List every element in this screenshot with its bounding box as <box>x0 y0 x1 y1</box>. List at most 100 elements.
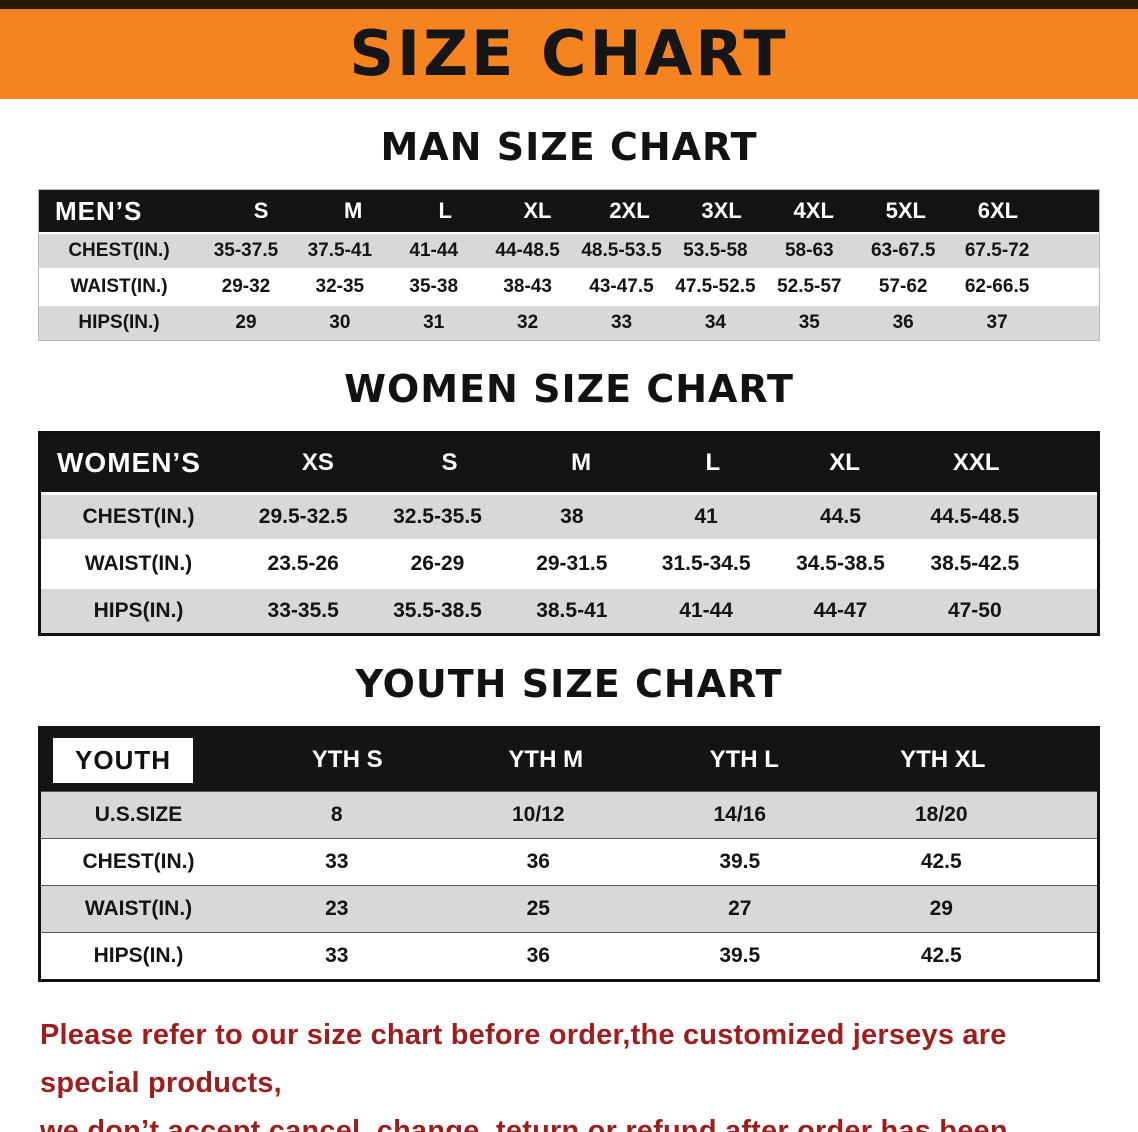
row-label: WAIST(IN.) <box>84 552 193 575</box>
table-title-cell: YOUTH <box>41 737 248 783</box>
size-column-header: S <box>253 198 269 223</box>
size-column-header: 2XL <box>609 198 650 223</box>
size-column-header: YTH L <box>709 746 779 773</box>
size-value-cell: 41 <box>694 505 718 528</box>
size-value-cell: 14/16 <box>713 803 767 826</box>
size-value-cell: 44-48.5 <box>495 240 560 261</box>
row-label: WAIST(IN.) <box>70 276 168 297</box>
size-value-cell: 53.5-58 <box>683 240 748 261</box>
size-value-cell: 26-29 <box>410 552 465 575</box>
table-row: CHEST(IN.) 29.5-32.5 32.5-35.5 38 41 44.5 44.5… <box>41 492 1097 539</box>
size-value-cell: 43-47.5 <box>589 276 654 297</box>
size-value-cell: 35 <box>798 312 820 333</box>
table-header-row: YOUTH YTH S YTH M YTH L YTH XL <box>41 729 1097 791</box>
size-column-header: M <box>571 449 592 476</box>
table-row: U.S.SIZE 8 10/12 14/16 18/20 <box>41 791 1097 838</box>
size-value-cell: 10/12 <box>511 803 565 826</box>
women-section: WOMEN SIZE CHART WOMEN’S XS S M L XL XXL CHEST(… <box>0 367 1138 636</box>
size-value-cell: 29 <box>235 312 257 333</box>
size-column-header: XS <box>301 449 334 476</box>
table-row: CHEST(IN.) 33 36 39.5 42.5 <box>41 838 1097 885</box>
size-column-header: L <box>705 449 721 476</box>
table-header-row: MEN’S S M L XL 2XL 3XL 4XL 5XL 6XL <box>39 190 1099 232</box>
size-column-header: XXL <box>952 449 1000 476</box>
size-value-cell: 41-44 <box>679 599 733 622</box>
table-header-row: WOMEN’S XS S M L XL XXL <box>41 434 1097 492</box>
size-value-cell: 25 <box>526 897 550 920</box>
size-column-header: L <box>438 198 452 223</box>
size-value-cell: 38.5-42.5 <box>930 552 1020 575</box>
table-row: HIPS(IN.) 33-35.5 35.5-38.5 38.5-41 41-44 44-… <box>41 586 1097 633</box>
size-value-cell: 36 <box>526 850 550 873</box>
size-value-cell: 29.5-32.5 <box>258 505 348 528</box>
size-column-header: M <box>344 198 363 223</box>
size-value-cell: 38 <box>560 505 584 528</box>
row-label: CHEST(IN.) <box>68 240 170 261</box>
size-value-cell: 47-50 <box>947 599 1002 622</box>
size-value-cell: 36 <box>526 944 550 967</box>
size-value-cell: 36 <box>892 312 914 333</box>
size-value-cell: 44.5-48.5 <box>930 505 1020 528</box>
table-row: HIPS(IN.) 29 30 31 32 33 34 35 36 37 <box>39 304 1099 340</box>
size-column-header: XL <box>523 198 552 223</box>
table-row: WAIST(IN.) 23.5-26 26-29 29-31.5 31.5-34.5 34… <box>41 539 1097 586</box>
size-value-cell: 42.5 <box>920 944 962 967</box>
size-value-cell: 31 <box>423 312 445 333</box>
size-column-header: 4XL <box>793 198 834 223</box>
size-value-cell: 27 <box>728 897 752 920</box>
size-value-cell: 35.5-38.5 <box>393 599 482 622</box>
size-value-cell: 39.5 <box>719 944 761 967</box>
footer-note: Please refer to our size chart before or… <box>40 1012 1098 1132</box>
size-value-cell: 38.5-41 <box>536 599 608 622</box>
size-value-cell: 30 <box>329 312 351 333</box>
size-value-cell: 29-31.5 <box>536 552 608 575</box>
youth-section-heading: YOUTH SIZE CHART <box>355 662 783 706</box>
size-value-cell: 23.5-26 <box>267 552 339 575</box>
size-value-cell: 33 <box>610 312 633 333</box>
size-value-cell: 62-66.5 <box>964 276 1030 297</box>
size-value-cell: 31.5-34.5 <box>661 552 751 575</box>
size-value-cell: 32-35 <box>315 276 365 297</box>
size-value-cell: 38-43 <box>503 276 552 297</box>
table-title-cell: MEN’S <box>55 195 143 226</box>
table-row: WAIST(IN.) 29-32 32-35 35-38 38-43 43-47.5 47.… <box>39 268 1099 304</box>
size-column-header: YTH S <box>311 746 383 773</box>
size-value-cell: 32 <box>517 312 539 333</box>
size-value-cell: 33 <box>325 944 349 967</box>
row-label: WAIST(IN.) <box>84 897 193 920</box>
size-value-cell: 23 <box>325 897 349 920</box>
size-value-cell: 37.5-41 <box>307 240 373 261</box>
size-value-cell: 29-32 <box>221 276 271 297</box>
row-label: CHEST(IN.) <box>82 505 195 528</box>
row-label: U.S.SIZE <box>94 803 183 826</box>
size-value-cell: 57-62 <box>878 276 928 297</box>
table-title-cell: WOMEN’S <box>57 447 201 478</box>
size-value-cell: 35-37.5 <box>213 240 279 261</box>
size-value-cell: 63-67.5 <box>870 240 936 261</box>
size-value-cell: 34 <box>704 312 726 333</box>
size-value-cell: 47.5-52.5 <box>675 276 756 297</box>
size-column-header: YTH M <box>508 746 584 773</box>
womens-size-table: WOMEN’S XS S M L XL XXL CHEST(IN.) 29.5-32.5 32.5… <box>38 431 1100 636</box>
size-value-cell: 67.5-72 <box>964 240 1030 261</box>
size-value-cell: 35-38 <box>409 276 459 297</box>
row-label: HIPS(IN.) <box>93 599 184 622</box>
size-value-cell: 42.5 <box>920 850 962 873</box>
size-column-header: 5XL <box>885 198 926 223</box>
table-row: CHEST(IN.) 35-37.5 37.5-41 41-44 44-48.5 48.5… <box>39 232 1099 268</box>
size-value-cell: 33 <box>325 850 349 873</box>
women-section-heading: WOMEN SIZE CHART <box>344 367 794 411</box>
size-value-cell: 52.5-57 <box>777 276 842 297</box>
row-label: HIPS(IN.) <box>78 312 160 333</box>
size-value-cell: 58-63 <box>784 240 834 261</box>
footer-line-2: we don’t accept cancel, change, teturn o… <box>40 1114 1008 1132</box>
size-value-cell: 33-35.5 <box>267 599 339 622</box>
size-value-cell: 41-44 <box>409 240 459 261</box>
youth-size-table: YOUTH YTH S YTH M YTH L YTH XL U.S.SIZE 8 10/12… <box>38 726 1100 982</box>
size-value-cell: 8 <box>330 803 343 826</box>
table-row: WAIST(IN.) 23 25 27 29 <box>41 885 1097 932</box>
size-column-header: YTH XL <box>900 746 986 773</box>
youth-section: YOUTH SIZE CHART YOUTH YTH S YTH M YTH L YTH… <box>0 662 1138 982</box>
page-title: SIZE CHART <box>349 17 789 90</box>
